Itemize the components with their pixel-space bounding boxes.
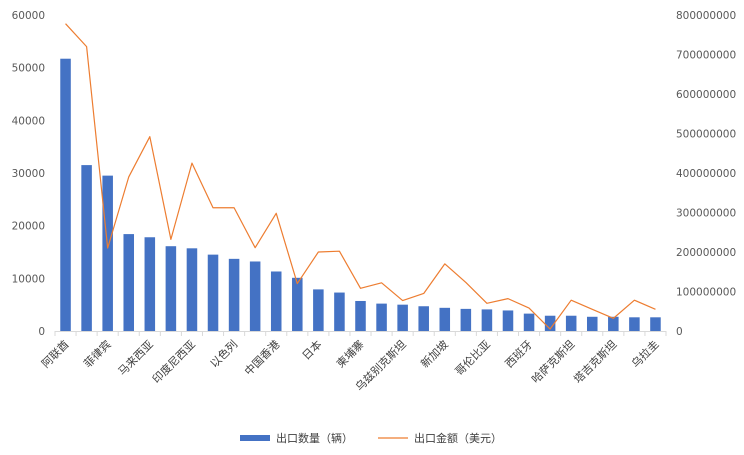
left-axis-ticks: 0 10000 20000 30000 40000 50000 60000	[12, 10, 45, 338]
bar-export-quantity	[397, 304, 408, 331]
bar-export-quantity	[608, 316, 619, 331]
legend-swatch-bar	[240, 435, 270, 441]
bar-export-quantity	[355, 300, 366, 331]
bar-export-quantity	[165, 246, 177, 331]
category-label: 西班牙	[503, 338, 536, 371]
category-label: 塔吉克斯坦	[571, 337, 620, 386]
left-axis-tick-label: 50000	[12, 63, 45, 75]
legend-label-quantity: 出口数量（辆）	[276, 431, 353, 445]
bar-export-quantity	[629, 317, 640, 331]
left-axis-tick-label: 30000	[12, 168, 45, 180]
category-label: 哥伦比亚	[452, 337, 493, 378]
category-label: 哈萨克斯坦	[529, 337, 578, 386]
bar-export-quantity	[249, 261, 261, 331]
bar-export-quantity	[460, 308, 472, 331]
line-series	[65, 23, 656, 330]
right-axis-tick-label: 400000000	[676, 168, 736, 180]
bar-export-quantity	[60, 58, 71, 332]
bar-export-quantity	[292, 277, 303, 331]
category-label: 乌拉圭	[628, 337, 661, 370]
bar-export-quantity	[376, 303, 387, 331]
left-axis-tick-label: 40000	[12, 115, 45, 127]
bar-export-quantity	[418, 306, 429, 331]
bar-export-quantity	[586, 316, 598, 331]
category-label: 马来西亚	[116, 338, 156, 378]
right-axis-tick-label: 700000000	[676, 50, 736, 62]
bar-export-quantity	[207, 254, 219, 331]
right-axis-tick-label: 500000000	[676, 129, 736, 141]
left-axis-tick-label: 60000	[12, 10, 45, 22]
left-axis-tick-label: 20000	[12, 221, 45, 233]
bar-series	[60, 58, 661, 332]
bar-export-quantity	[102, 175, 113, 331]
bar-export-quantity	[481, 309, 493, 331]
category-label: 印度尼西亚	[149, 337, 198, 386]
bar-export-quantity	[439, 307, 451, 331]
category-label: 日本	[299, 337, 324, 362]
bar-export-quantity	[523, 313, 535, 331]
category-label: 以色列	[207, 337, 240, 370]
right-axis-tick-label: 200000000	[676, 247, 736, 259]
right-axis-tick-label: 0	[676, 326, 683, 338]
bar-export-quantity	[228, 258, 240, 331]
left-axis-tick-label: 0	[38, 326, 45, 338]
bar-export-quantity	[313, 289, 324, 331]
bar-export-quantity	[544, 315, 556, 331]
bar-export-quantity	[81, 165, 92, 331]
bar-export-quantity	[502, 310, 514, 331]
axes	[54, 331, 667, 336]
legend: 出口数量（辆） 出口金额（美元）	[240, 431, 502, 445]
bar-export-quantity	[144, 237, 156, 331]
right-axis-tick-label: 300000000	[676, 208, 736, 220]
bar-export-quantity	[123, 234, 135, 331]
bar-export-quantity	[270, 271, 282, 331]
category-label: 中国香港	[242, 338, 282, 378]
category-label: 柬埔寨	[333, 337, 366, 370]
right-axis-tick-label: 800000000	[676, 10, 736, 22]
right-axis-tick-label: 600000000	[676, 89, 736, 101]
category-label: 菲律宾	[81, 337, 114, 370]
legend-label-amount: 出口金额（美元）	[414, 431, 502, 445]
bar-export-quantity	[650, 317, 661, 331]
bar-export-quantity	[186, 248, 198, 331]
right-axis-ticks: 0 100000000 200000000 300000000 400000000 500…	[676, 10, 736, 338]
category-label: 阿联酋	[38, 337, 71, 370]
bar-export-quantity	[565, 315, 577, 331]
category-label: 新加坡	[418, 337, 451, 370]
left-axis-tick-label: 10000	[12, 273, 45, 285]
bar-export-quantity	[334, 292, 345, 331]
right-axis-tick-label: 100000000	[676, 287, 736, 299]
